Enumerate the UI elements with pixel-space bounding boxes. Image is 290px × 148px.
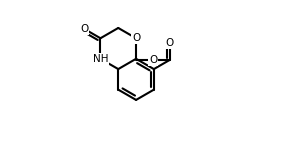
Text: O: O — [166, 38, 174, 48]
Text: NH: NH — [93, 54, 108, 64]
Text: O: O — [132, 33, 140, 43]
Text: O: O — [149, 55, 157, 65]
Text: O: O — [80, 24, 88, 34]
